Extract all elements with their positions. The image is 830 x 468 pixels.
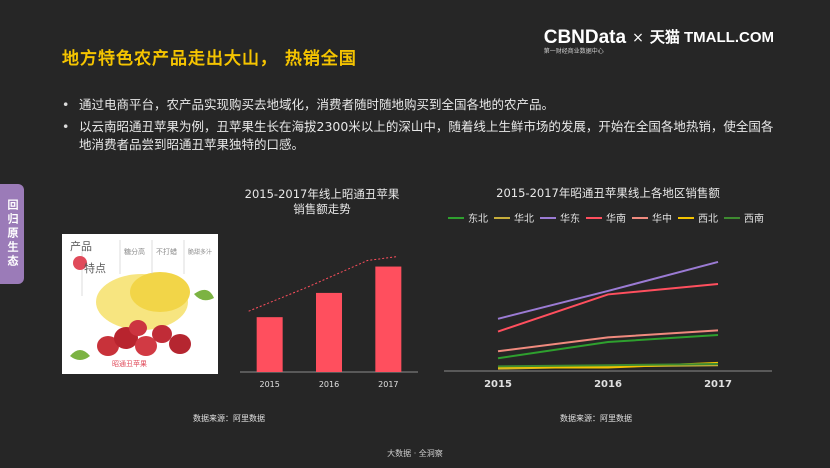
- left-data-source: 数据来源：阿里数据: [193, 414, 265, 423]
- series-line: [497, 260, 719, 320]
- series-line: [497, 334, 719, 360]
- tmall-en-wordmark: TMALL.COM: [684, 29, 774, 46]
- footer-tagline: 大数据 · 全洞察: [387, 449, 443, 458]
- legend-label: 华南: [606, 212, 626, 225]
- bullet-list: 通过电商平台，农产品实现购买去地域化，消费者随时随地购买到全国各地的农产品。 以…: [62, 96, 782, 158]
- photo-caption: 脆甜多汁: [188, 248, 212, 256]
- series-line: [497, 283, 719, 333]
- cbndata-subtitle: 第一财经商业数据中心: [543, 48, 604, 55]
- trend-line: [248, 256, 398, 312]
- legend-label: 东北: [468, 212, 488, 225]
- line-chart: 2015 2016 2017 东北 华北 华东 华南 华中 西北 西南: [444, 212, 772, 390]
- x-tick-label: 2015: [259, 380, 279, 389]
- legend-label: 华北: [514, 212, 534, 225]
- photo-label-brand: 昭通丑苹果: [112, 359, 147, 368]
- cbndata-wordmark: CBNData: [543, 27, 627, 48]
- photo-caption: 糖分高: [124, 247, 145, 256]
- x-tick-label: 2016: [594, 379, 622, 390]
- left-chart-title: 2015-2017年线上昭通丑苹果 销售额走势: [226, 187, 418, 217]
- right-chart-title: 2015-2017年昭通丑苹果线上各地区销售额: [496, 186, 720, 200]
- bullet-item: 以云南昭通丑苹果为例，丑苹果生长在海拔2300米以上的深山中，随着线上生鲜市场的…: [62, 118, 782, 154]
- x-tick-label: 2017: [704, 379, 732, 390]
- product-photo: 产品 特点 糖分高 不打蜡 脆甜多汁 昭通丑苹果: [62, 234, 218, 374]
- bar: [375, 266, 402, 372]
- right-data-source: 数据来源：阿里数据: [560, 414, 632, 423]
- brand-separator: ×: [632, 30, 644, 46]
- legend-label: 西北: [698, 213, 718, 225]
- legend-label: 华中: [652, 212, 672, 225]
- x-tick-label: 2017: [378, 380, 398, 389]
- x-tick-label: 2016: [319, 380, 339, 389]
- photo-label-feature: 特点: [84, 261, 106, 275]
- bar-chart: 2015 2016 2017: [240, 256, 418, 389]
- tmall-logo: 天猫 TMALL.COM: [650, 28, 774, 48]
- photo-label-product: 产品: [70, 239, 92, 253]
- legend-label: 西南: [744, 212, 764, 225]
- apple-illustration: 产品 特点 糖分高 不打蜡 脆甜多汁 昭通丑苹果: [62, 234, 218, 374]
- page-title: 地方特色农产品走出大山， 热销全国: [62, 49, 357, 69]
- legend-label: 华东: [560, 212, 580, 225]
- bar: [256, 317, 283, 372]
- series-line: [497, 363, 719, 368]
- left-chart-title-line1: 2015-2017年线上昭通丑苹果: [244, 187, 400, 201]
- side-tab[interactable]: 回归原生态: [0, 184, 24, 284]
- left-chart-title-line2: 销售额走势: [293, 202, 351, 216]
- bullet-item: 通过电商平台，农产品实现购买去地域化，消费者随时随地购买到全国各地的农产品。: [62, 96, 782, 114]
- x-tick-label: 2015: [484, 379, 512, 390]
- tmall-cn-wordmark: 天猫: [649, 29, 680, 46]
- bar: [316, 292, 342, 372]
- side-tab-label: 回归原生态: [6, 199, 19, 269]
- photo-caption: 不打蜡: [156, 247, 177, 256]
- brand-logos: CBNData 第一财经商业数据中心 × 天猫 TMALL.COM: [544, 28, 774, 56]
- series-line: [497, 329, 719, 353]
- cbndata-logo: CBNData 第一财经商业数据中心: [544, 28, 626, 56]
